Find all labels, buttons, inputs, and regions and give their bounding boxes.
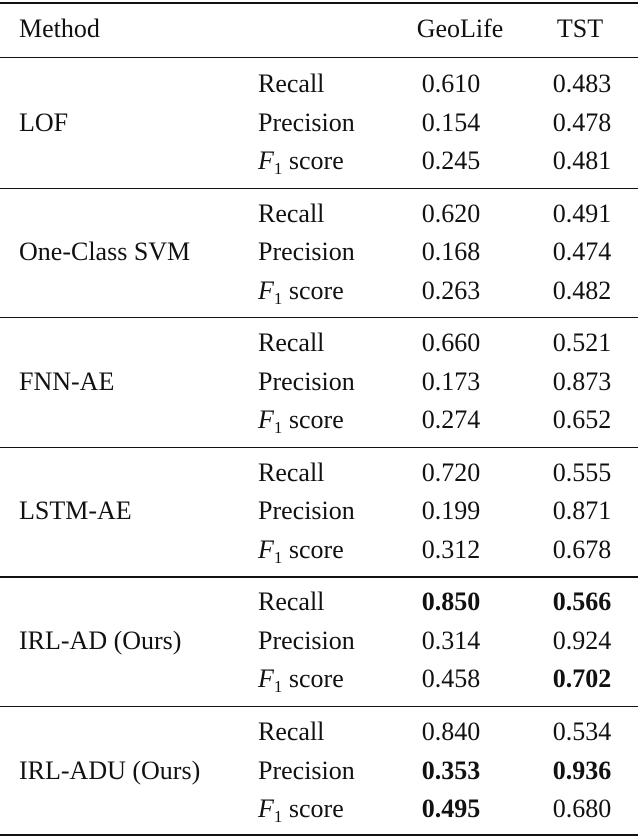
method-name: FNN-AE	[19, 366, 115, 396]
tst-value: 0.936	[552, 755, 612, 785]
geolife-value: 0.458	[421, 664, 481, 694]
method-name: LSTM-AE	[19, 496, 132, 526]
tst-value: 0.478	[552, 107, 612, 137]
tst-value: 0.521	[552, 328, 612, 358]
tst-value: 0.481	[552, 146, 612, 175]
group-rule	[0, 187, 638, 189]
tst-value: 0.680	[552, 794, 612, 823]
metric-label: Recall	[258, 328, 325, 358]
tst-value: 0.678	[552, 534, 612, 564]
tst-value: 0.534	[552, 717, 612, 746]
method-name: IRL-AD (Ours)	[19, 625, 182, 655]
metric-label: F1 score	[258, 146, 344, 178]
top-rule	[0, 2, 638, 4]
header-rule	[0, 57, 638, 59]
metric-label: Recall	[258, 198, 325, 228]
metric-label: Precision	[258, 625, 355, 655]
header-tst: TST	[556, 14, 604, 43]
geolife-value: 0.840	[421, 717, 481, 746]
tst-value: 0.566	[552, 587, 612, 617]
group-rule	[0, 446, 638, 449]
geolife-value: 0.154	[421, 107, 481, 137]
geolife-value: 0.168	[421, 237, 481, 267]
tst-value: 0.483	[552, 69, 612, 98]
metric-label: Recall	[258, 717, 325, 746]
geolife-value: 0.495	[421, 794, 481, 823]
geolife-value: 0.850	[421, 587, 481, 617]
metric-label: F1 score	[258, 664, 344, 697]
tst-value: 0.702	[552, 664, 612, 694]
geolife-value: 0.312	[421, 534, 481, 564]
tst-value: 0.482	[552, 275, 612, 305]
tst-value: 0.491	[552, 198, 612, 228]
geolife-value: 0.245	[421, 146, 481, 175]
geolife-value: 0.620	[421, 198, 481, 228]
bottom-rule	[0, 834, 638, 836]
header-method: Method	[19, 14, 100, 43]
method-name: IRL-ADU (Ours)	[19, 755, 201, 785]
group-rule	[0, 576, 638, 578]
metric-label: Recall	[258, 457, 325, 487]
metric-label: F1 score	[258, 405, 344, 438]
metric-label: F1 score	[258, 534, 344, 567]
geolife-value: 0.660	[421, 328, 481, 358]
geolife-value: 0.199	[421, 496, 481, 526]
group-rule	[0, 317, 638, 319]
geolife-value: 0.610	[421, 69, 481, 98]
metric-label: Recall	[258, 69, 325, 98]
geolife-value: 0.314	[421, 625, 481, 655]
tst-value: 0.652	[552, 405, 612, 435]
geolife-value: 0.263	[421, 275, 481, 305]
metric-label: Precision	[258, 107, 355, 137]
geolife-value: 0.353	[421, 755, 481, 785]
metric-label: Precision	[258, 755, 355, 785]
metric-label: Precision	[258, 496, 355, 526]
method-name: LOF	[19, 107, 69, 137]
metric-label: F1 score	[258, 794, 344, 826]
group-rule	[0, 706, 638, 708]
metric-label: Precision	[258, 237, 355, 267]
tst-value: 0.871	[552, 496, 612, 526]
geolife-value: 0.173	[421, 366, 481, 396]
method-name: One-Class SVM	[19, 237, 191, 267]
tst-value: 0.873	[552, 366, 612, 396]
tst-value: 0.924	[552, 625, 612, 655]
header-geolife: GeoLife	[416, 14, 504, 43]
metric-label: F1 score	[258, 275, 344, 308]
tst-value: 0.474	[552, 237, 612, 267]
metric-label: Recall	[258, 587, 325, 617]
tst-value: 0.555	[552, 457, 612, 487]
geolife-value: 0.274	[421, 405, 481, 435]
geolife-value: 0.720	[421, 457, 481, 487]
metric-label: Precision	[258, 366, 355, 396]
